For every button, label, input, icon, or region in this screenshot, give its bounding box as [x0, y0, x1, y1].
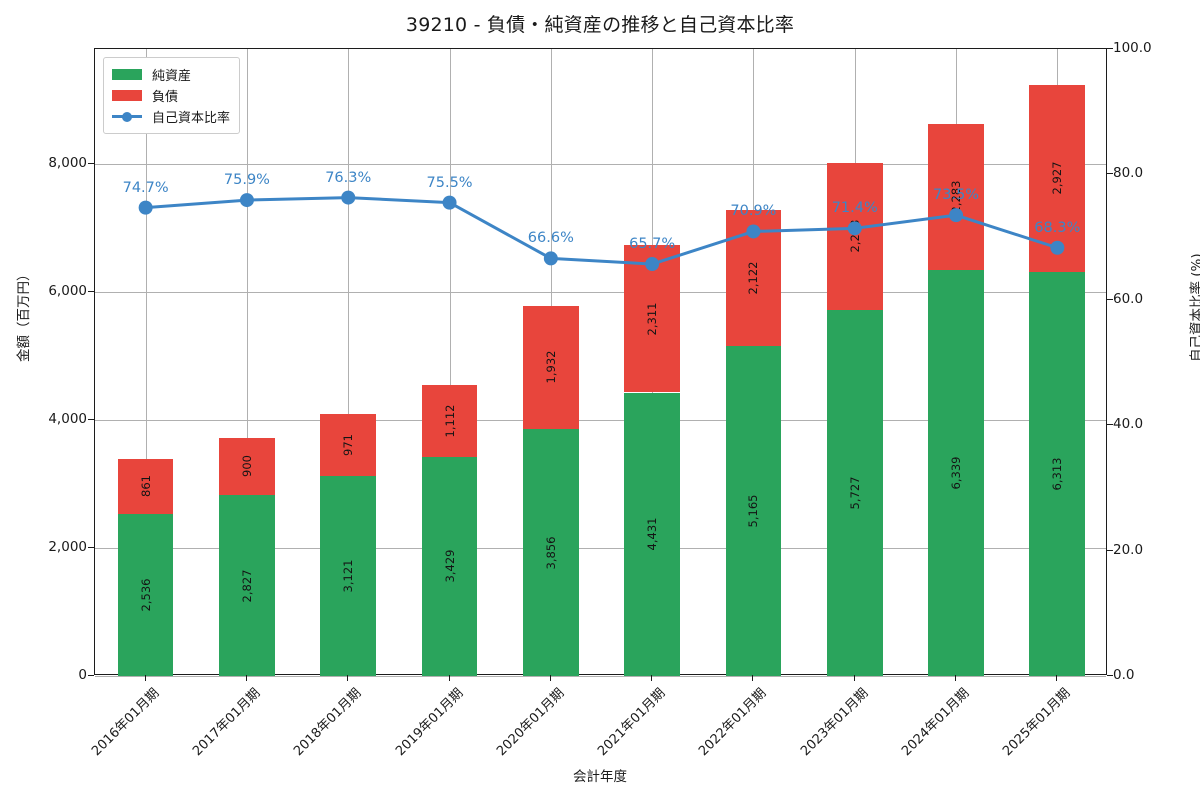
bar-segment-liabilities[interactable] [928, 124, 984, 271]
ratio-marker[interactable] [543, 251, 558, 266]
gridline-horizontal [95, 164, 1106, 166]
x-tick-mark [144, 675, 146, 681]
ratio-marker[interactable] [949, 208, 964, 223]
x-tick-label: 2022年01月期 [696, 685, 770, 760]
x-axis-label: 会計年度 [573, 769, 627, 785]
x-tick-mark [347, 675, 349, 681]
legend-label-net-assets: 純資産 [152, 69, 192, 84]
y-tick-mark-left [88, 675, 94, 676]
bar-segment-net-assets[interactable] [624, 392, 680, 676]
gridline-horizontal [95, 420, 1106, 422]
x-tick-mark [1056, 675, 1058, 681]
ratio-marker[interactable] [746, 224, 761, 239]
y-tick-label-left: 2,000 [48, 539, 87, 556]
x-tick-label: 2017年01月期 [190, 685, 264, 760]
x-tick-mark [245, 675, 247, 681]
bar-segment-net-assets[interactable] [219, 495, 275, 676]
ratio-polyline [144, 196, 1059, 266]
gridline-horizontal [95, 292, 1106, 294]
x-tick-mark [853, 675, 855, 681]
bar-segment-net-assets[interactable] [725, 345, 782, 676]
gridline-vertical [145, 49, 147, 674]
bar-segment-liabilities[interactable] [421, 385, 478, 457]
y-tick-mark-right [1107, 675, 1113, 676]
x-tick-label: 2020年01月期 [493, 685, 568, 760]
bar-segment-liabilities[interactable] [320, 414, 377, 477]
y-tick-mark-left [88, 163, 94, 165]
y-tick-mark-right [1107, 48, 1113, 49]
legend-swatch-net-assets [112, 69, 142, 80]
y-tick-mark-left [88, 291, 94, 293]
legend-swatch-equity-ratio [112, 111, 142, 122]
y-tick-label-right: 20.0 [1113, 541, 1144, 558]
y-tick-mark-right [1107, 173, 1113, 175]
y-tick-mark-left [88, 419, 94, 421]
y-tick-label-right: 0.0 [1113, 667, 1135, 683]
bar-segment-net-assets[interactable] [928, 270, 984, 676]
y-tick-mark-right [1107, 298, 1113, 300]
legend-label-liabilities: 負債 [152, 90, 179, 105]
gridline-vertical [246, 49, 248, 674]
gridline-horizontal [95, 548, 1106, 550]
x-tick-label: 2021年01月期 [595, 685, 669, 760]
y-tick-label-right: 100.0 [1113, 40, 1152, 56]
x-tick-label: 2019年01月期 [392, 685, 466, 760]
x-tick-mark [549, 675, 551, 681]
x-tick-label: 2024年01月期 [899, 685, 973, 760]
bar-segment-liabilities[interactable] [826, 162, 883, 310]
x-tick-label: 2018年01月期 [291, 685, 365, 760]
bar-segment-liabilities[interactable] [117, 458, 174, 514]
gridline-horizontal [95, 676, 1106, 677]
legend-item-equity-ratio: 自己資本比率 [112, 106, 230, 127]
ratio-marker[interactable] [442, 195, 457, 210]
y-tick-label-right: 80.0 [1113, 165, 1144, 182]
bar-segment-liabilities[interactable] [522, 305, 579, 430]
x-tick-label: 2025年01月期 [1000, 685, 1074, 760]
legend-item-liabilities: 負債 [112, 85, 230, 106]
y-axis-label-right: 自己資本比率 (%) [1189, 253, 1200, 362]
y-tick-label-right: 60.0 [1113, 290, 1144, 307]
y-tick-mark-left [88, 547, 94, 549]
chart-legend: 純資産 負債 自己資本比率 [103, 57, 241, 134]
y-tick-label-right: 40.0 [1113, 416, 1144, 433]
x-tick-mark [752, 675, 754, 681]
bar-segment-net-assets[interactable] [117, 513, 174, 676]
y-tick-label-left: 4,000 [48, 411, 87, 428]
y-tick-label-left: 6,000 [48, 283, 87, 300]
ratio-marker[interactable] [847, 221, 862, 236]
chart-title: 39210 - 負債・純資産の推移と自己資本比率 [405, 14, 795, 36]
gridline-vertical [449, 49, 451, 674]
y-tick-mark-right [1107, 424, 1113, 426]
x-tick-mark [955, 675, 957, 681]
y-tick-label-left: 8,000 [48, 155, 87, 172]
legend-item-net-assets: 純資産 [112, 64, 230, 85]
ratio-line-series [138, 190, 1065, 272]
x-tick-mark [651, 675, 653, 681]
ratio-marker[interactable] [1050, 240, 1065, 255]
y-tick-label-left: 0 [78, 667, 87, 683]
bar-segment-net-assets[interactable] [522, 429, 579, 676]
bar-segment-net-assets[interactable] [1029, 272, 1086, 676]
ratio-marker[interactable] [239, 193, 254, 208]
legend-swatch-liabilities [112, 90, 142, 101]
ratio-marker[interactable] [138, 200, 153, 215]
bar-segment-net-assets[interactable] [320, 476, 377, 676]
ratio-markers [138, 190, 1065, 272]
x-tick-mark [448, 675, 450, 681]
ratio-marker[interactable] [645, 257, 660, 272]
y-axis-label-left: 金額（百万円） [16, 267, 32, 363]
x-tick-label: 2016年01月期 [88, 685, 163, 760]
gridline-vertical [348, 49, 350, 674]
x-tick-label: 2023年01月期 [797, 685, 872, 760]
legend-label-equity-ratio: 自己資本比率 [152, 111, 231, 126]
ratio-marker[interactable] [341, 190, 356, 205]
bar-segment-net-assets[interactable] [826, 309, 883, 676]
bar-segment-liabilities[interactable] [219, 437, 275, 496]
y-tick-mark-right [1107, 549, 1113, 551]
plot-area: 2,536 861 2,827 900 3,121 971 3,429 1,112 3,856 1… [94, 48, 1107, 677]
bar-segment-net-assets[interactable] [421, 456, 478, 676]
